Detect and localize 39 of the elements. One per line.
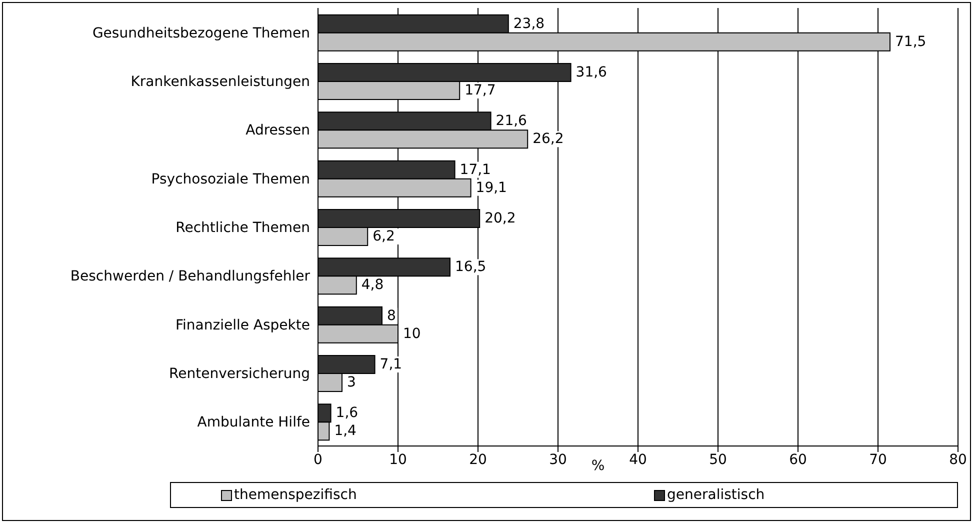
data-label: 6,2	[372, 228, 395, 244]
y-tick-label: Rechtliche Themen	[176, 220, 310, 236]
x-tick-label: 20	[469, 452, 487, 468]
y-tick-label: Finanzielle Aspekte	[175, 317, 310, 334]
x-tick-label: 0	[314, 452, 322, 468]
data-label: 21,6	[496, 113, 528, 130]
y-tick-label: Adressen	[246, 122, 310, 139]
x-tick-label: 50	[709, 452, 727, 468]
y-tick-label: Ambulante Hilfe	[197, 414, 310, 431]
y-tick-label: Psychosoziale Themen	[151, 171, 310, 188]
x-tick-label: 80	[949, 452, 967, 468]
data-label: 7,1	[380, 356, 402, 372]
data-label: 19,1	[476, 180, 507, 196]
data-label: 1,6	[336, 405, 358, 422]
legend-label: generalistisch	[667, 487, 765, 503]
x-tick-label: 60	[789, 452, 807, 468]
data-label: 10	[403, 326, 421, 342]
y-tick-label: Rentenversicherung	[169, 366, 310, 382]
legend-label: themenspezifisch	[234, 487, 357, 503]
data-label: 17,7	[464, 82, 496, 98]
x-tick-label: 30	[549, 452, 567, 468]
x-tick-label: 10	[389, 452, 407, 468]
data-label: 4,8	[361, 277, 384, 294]
data-label: 31,6	[576, 64, 608, 80]
data-label: 3	[347, 374, 356, 390]
data-label: 26,2	[532, 131, 564, 148]
y-tick-label: Gesundheitsbezogene Themen	[92, 25, 310, 42]
y-tick-label: Beschwerden / Behandlungsfehler	[70, 268, 310, 285]
data-label: 17,1	[460, 162, 491, 178]
data-label: 23,8	[513, 16, 545, 32]
x-tick-label: 40	[629, 452, 647, 468]
x-tick-label: 70	[869, 452, 887, 468]
y-tick-label: Krankenkassenleistungen	[130, 74, 310, 90]
x-axis-title: %	[591, 458, 605, 474]
data-label: 20,2	[484, 210, 516, 226]
data-label: 1,4	[334, 423, 357, 440]
data-label: 8	[387, 308, 396, 324]
data-label: 71,5	[895, 34, 926, 50]
data-label: 16,5	[455, 259, 486, 276]
